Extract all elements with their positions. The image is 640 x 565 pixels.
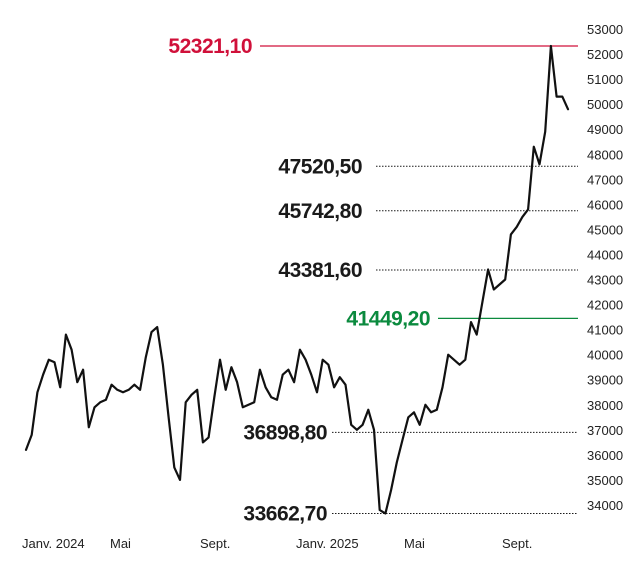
y-tick-label: 40000 <box>587 348 623 363</box>
x-tick-label: Mai <box>110 536 131 551</box>
x-tick-label: Janv. 2024 <box>22 536 85 551</box>
y-tick-label: 47000 <box>587 172 623 187</box>
y-tick-label: 51000 <box>587 72 623 87</box>
y-tick-label: 37000 <box>587 423 623 438</box>
y-tick-label: 41000 <box>587 323 623 338</box>
x-tick-label: Sept. <box>200 536 230 551</box>
level-label: 45742,80 <box>278 200 362 223</box>
y-tick-label: 53000 <box>587 22 623 37</box>
level-label: 36898,80 <box>243 421 327 444</box>
y-tick-label: 46000 <box>587 197 623 212</box>
y-axis: 34000 35000 36000 37000 38000 39000 40000 41000… <box>587 22 623 513</box>
x-tick-label: Sept. <box>502 536 532 551</box>
y-tick-label: 38000 <box>587 398 623 413</box>
levels-layer: 52321,10 47520,50 45742,80 43381,60 41449,20… <box>168 35 578 525</box>
y-tick-label: 49000 <box>587 122 623 137</box>
level-label: 43381,60 <box>278 259 362 282</box>
level-label: 33662,70 <box>243 502 327 525</box>
series-line <box>24 44 570 515</box>
y-tick-label: 50000 <box>587 97 623 112</box>
y-tick-label: 44000 <box>587 247 623 262</box>
level-label: 47520,50 <box>278 155 362 178</box>
y-tick-label: 39000 <box>587 373 623 388</box>
y-tick-label: 48000 <box>587 147 623 162</box>
y-tick-label: 45000 <box>587 222 623 237</box>
line-layer <box>24 44 570 515</box>
level-label: 52321,10 <box>168 35 252 58</box>
y-tick-label: 34000 <box>587 498 623 513</box>
x-tick-label: Mai <box>404 536 425 551</box>
level-label: 41449,20 <box>346 307 430 330</box>
y-tick-label: 36000 <box>587 448 623 463</box>
y-tick-label: 42000 <box>587 298 623 313</box>
x-tick-label: Janv. 2025 <box>296 536 359 551</box>
y-tick-label: 52000 <box>587 47 623 62</box>
x-axis: Janv. 2024 Mai Sept. Janv. 2025 Mai Sept. <box>22 536 532 551</box>
y-tick-label: 43000 <box>587 273 623 288</box>
y-tick-label: 35000 <box>587 473 623 488</box>
